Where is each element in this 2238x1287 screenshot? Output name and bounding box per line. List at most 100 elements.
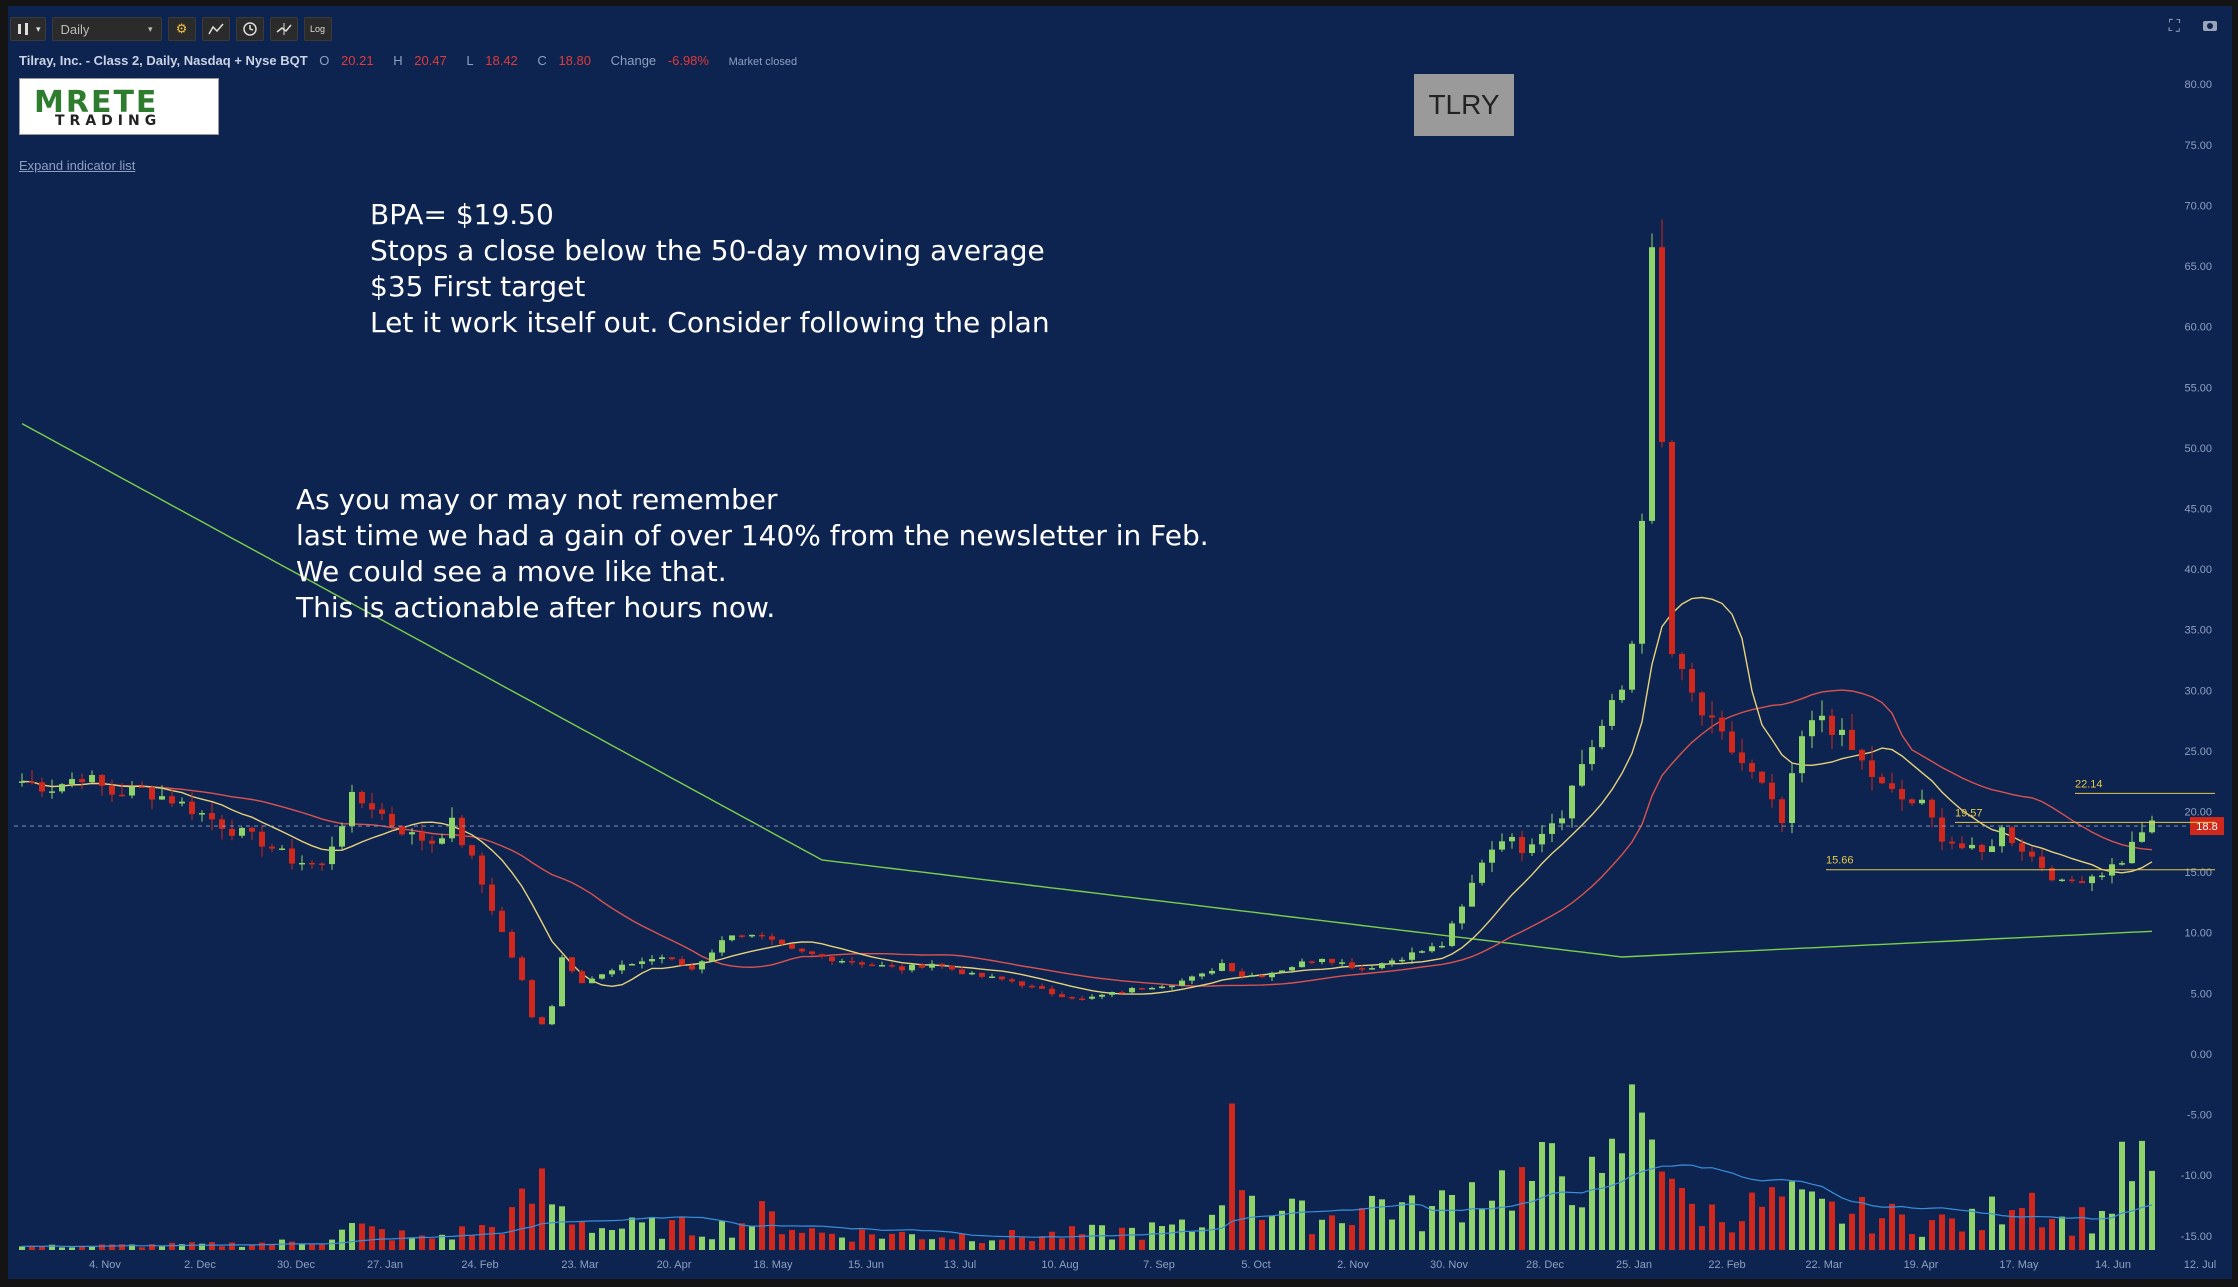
volume-bar bbox=[1099, 1225, 1105, 1250]
price-axis-tick: 65.00 bbox=[2184, 261, 2212, 273]
volume-bar bbox=[1679, 1187, 1685, 1250]
candle-body bbox=[1659, 247, 1665, 442]
candle-body bbox=[449, 817, 455, 839]
gear-icon[interactable]: ⚙ bbox=[167, 17, 196, 41]
volume-bar bbox=[879, 1238, 885, 1250]
candle-body bbox=[1729, 731, 1735, 753]
candle-body bbox=[1989, 846, 1995, 853]
chart-area[interactable] bbox=[8, 6, 2232, 1279]
volume-bar bbox=[1969, 1208, 1975, 1250]
note-line: As you may or may not remember bbox=[296, 483, 778, 516]
candle-body bbox=[699, 961, 705, 970]
volume-bar bbox=[909, 1234, 915, 1250]
volume-bar bbox=[319, 1244, 325, 1250]
candle-body bbox=[249, 827, 255, 832]
volume-bar bbox=[1599, 1172, 1605, 1250]
volume-bar bbox=[179, 1244, 185, 1250]
candle-body bbox=[339, 826, 345, 847]
volume-bar bbox=[1209, 1214, 1215, 1250]
clock-icon[interactable] bbox=[235, 17, 264, 41]
volume-bar bbox=[1109, 1239, 1115, 1250]
volume-bar bbox=[1739, 1221, 1745, 1250]
logo-sub: TRADING bbox=[55, 113, 162, 129]
time-axis-tick: 25. Jan bbox=[1616, 1259, 1652, 1271]
volume-bar bbox=[1029, 1240, 1035, 1250]
volume-bar bbox=[1179, 1219, 1185, 1250]
volume-bar bbox=[139, 1247, 145, 1250]
volume-bar bbox=[2039, 1227, 2045, 1250]
compare-icon[interactable] bbox=[269, 17, 298, 41]
candle-body bbox=[319, 863, 325, 865]
expand-indicator-list-link[interactable]: Expand indicator list bbox=[19, 158, 136, 173]
candle-body bbox=[409, 832, 415, 835]
candle-body bbox=[1519, 836, 1525, 854]
level-label: 22.14 bbox=[2075, 778, 2103, 790]
candle-body bbox=[769, 936, 775, 940]
candlestick-bars-icon[interactable]: ▾ bbox=[10, 17, 46, 41]
fullscreen-icon[interactable]: ⛶ bbox=[2168, 18, 2180, 35]
candle-body bbox=[439, 838, 445, 844]
candle-body bbox=[1309, 961, 1315, 963]
candle-body bbox=[999, 976, 1005, 980]
candle-body bbox=[1419, 951, 1425, 953]
volume-bar bbox=[829, 1233, 835, 1250]
interval-select[interactable]: Daily ▾ bbox=[51, 17, 162, 41]
log-scale-button[interactable]: Log bbox=[303, 17, 332, 41]
volume-bar bbox=[309, 1244, 315, 1250]
volume-bar bbox=[409, 1237, 415, 1250]
candle-body bbox=[1449, 923, 1455, 946]
price-axis-tick: 15.00 bbox=[2184, 867, 2212, 879]
volume-bar bbox=[1169, 1224, 1175, 1250]
candle-body bbox=[1609, 700, 1615, 726]
candle-body bbox=[229, 828, 235, 836]
volume-bar bbox=[449, 1239, 455, 1250]
volume-bar bbox=[1159, 1226, 1165, 1250]
volume-bar bbox=[169, 1242, 175, 1250]
volume-bar bbox=[1849, 1213, 1855, 1250]
volume-bar bbox=[1779, 1196, 1785, 1250]
volume-bar bbox=[1269, 1215, 1275, 1250]
time-axis-tick: 19. Apr bbox=[1904, 1259, 1939, 1271]
time-axis-tick: 20. Apr bbox=[657, 1259, 692, 1271]
volume-bar bbox=[1789, 1181, 1795, 1250]
candle-body bbox=[1529, 844, 1535, 854]
volume-bar bbox=[1019, 1237, 1025, 1250]
time-axis-tick: 2. Nov bbox=[1337, 1259, 1369, 1271]
indicators-icon[interactable] bbox=[201, 17, 230, 41]
volume-bar bbox=[2129, 1181, 2135, 1250]
volume-bar bbox=[399, 1230, 405, 1250]
candle-body bbox=[1939, 817, 1945, 842]
volume-bar bbox=[699, 1236, 705, 1250]
candle-body bbox=[2039, 856, 2045, 869]
change-value: -6.98% bbox=[667, 53, 709, 68]
volume-bar bbox=[1059, 1238, 1065, 1250]
candle-body bbox=[1899, 788, 1905, 800]
volume-bar bbox=[1249, 1195, 1255, 1250]
candle-body bbox=[2049, 868, 2055, 881]
camera-icon[interactable] bbox=[2202, 18, 2218, 37]
volume-bar bbox=[1399, 1202, 1405, 1250]
candle-body bbox=[759, 934, 765, 937]
volume-bar bbox=[689, 1235, 695, 1250]
candle-body bbox=[1369, 968, 1375, 970]
volume-bar bbox=[209, 1242, 215, 1250]
candle-body bbox=[1509, 836, 1515, 842]
candle-body bbox=[1709, 715, 1715, 718]
candle-body bbox=[709, 952, 715, 962]
volume-bar bbox=[1919, 1236, 1925, 1250]
volume-bar bbox=[779, 1234, 785, 1250]
volume-bar bbox=[1459, 1222, 1465, 1250]
volume-bar bbox=[489, 1227, 495, 1250]
time-axis-tick: 27. Jan bbox=[367, 1259, 403, 1271]
volume-bar bbox=[769, 1211, 775, 1250]
volume-bar bbox=[979, 1243, 985, 1250]
volume-bar bbox=[1369, 1195, 1375, 1250]
volume-bar bbox=[1259, 1220, 1265, 1250]
volume-bar bbox=[1889, 1203, 1895, 1250]
volume-bar bbox=[1199, 1227, 1205, 1250]
volume-bar bbox=[1279, 1210, 1285, 1250]
volume-bar bbox=[199, 1243, 205, 1250]
candle-body bbox=[1979, 844, 1985, 853]
volume-bar bbox=[1769, 1187, 1775, 1250]
